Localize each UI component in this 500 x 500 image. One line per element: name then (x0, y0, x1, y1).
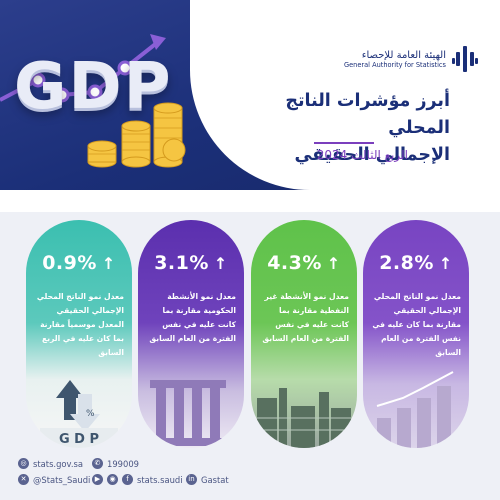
trend-point (87, 84, 103, 100)
footer-twitter[interactable]: ✕ @Stats_Saudi (18, 474, 90, 485)
up-arrow-icon: ↑ (326, 254, 341, 273)
desc-prefix: معدل (213, 292, 236, 301)
x-twitter-icon: ✕ (18, 474, 29, 485)
footer-phone[interactable]: ✆ 199009 (92, 458, 139, 469)
desc-suffix: مقارنة بما كان عليه في الربع السابق (40, 320, 124, 357)
desc-prefix: معدل (101, 292, 124, 301)
indicator-value: 2.8% ↑ (363, 252, 469, 274)
up-down-arrows-graphic: % G D P (40, 380, 118, 448)
gastat-emblem-icon (452, 46, 478, 72)
desc-bold: نمو الأنشطة الحكومية (167, 292, 236, 315)
indicator-value: 3.1% ↑ (138, 252, 244, 274)
desc-suffix: مقارنة بما كانت عليه في نفس الفترة من ال… (262, 306, 349, 343)
up-arrow-icon: ↑ (101, 254, 116, 273)
government-columns-graphic (146, 380, 230, 446)
website-text: stats.gov.sa (33, 458, 83, 469)
indicator-card-government: 3.1% ↑ معدل نمو الأنشطة الحكومية مقارنة ب… (138, 220, 244, 448)
desc-bold: نمو الناتج المحلي الإجمالي الحقيقي (373, 292, 461, 315)
title-line-2: الإجمالي الحقيقي (294, 145, 450, 165)
desc-suffix: مقارنة بما كانت عليه في نفس الفترة من ال… (149, 306, 236, 343)
youtube-icon: ▶ (92, 474, 103, 485)
indicator-description: معدل نمو الناتج المحلي الإجمالي الحقيقي … (371, 290, 461, 360)
industry-graphic (257, 388, 351, 448)
header-white-panel (190, 0, 500, 190)
instagram-icon: ◉ (107, 474, 118, 485)
coin-stacks-graphic (87, 102, 186, 168)
phone-text: 199009 (107, 458, 139, 469)
desc-prefix: معدل (326, 292, 349, 301)
indicator-description: معدل نمو الأنشطة الحكومية مقارنة بما كان… (146, 290, 236, 346)
linkedin-text: Gastat (201, 474, 229, 485)
trend-point (117, 60, 133, 76)
page-title: أبرز مؤشرات الناتج المحلي الإجمالي الحقي… (230, 88, 450, 169)
indicator-card-real-gdp: 2.8% ↑ معدل نمو الناتج المحلي الإجمالي ال… (363, 220, 469, 448)
gdp-word-art: GDP (14, 50, 173, 124)
desc-bold: نمو الأنشطة غير النفطية (264, 292, 349, 315)
svg-text:%: % (86, 409, 95, 419)
indicator-number: 3.1% (154, 252, 209, 274)
indicator-number: 0.9% (42, 252, 97, 274)
footer-social[interactable]: ▶ ◉ f stats.saudi (92, 474, 183, 485)
up-arrow-icon: ↑ (213, 254, 228, 273)
header: GDP الهيئة ال (0, 0, 500, 212)
trend-point (30, 72, 46, 88)
coins-growth-graphic (376, 371, 454, 448)
footer-linkedin[interactable]: in Gastat (186, 474, 229, 485)
phone-icon: ✆ (92, 458, 103, 469)
desc-bold: نمو الناتج المحلي الإجمالي الحقيقي المعد… (36, 292, 124, 329)
gdp-blocks-text: G D P (59, 432, 99, 447)
twitter-text: @Stats_Saudi (33, 474, 91, 485)
gastat-logo: الهيئة العامة للإحصاء General Authority … (344, 44, 478, 74)
desc-suffix: مقارنة بما كان عليه في نفس الفترة من الع… (372, 320, 461, 357)
linkedin-icon: in (186, 474, 197, 485)
indicator-number: 2.8% (379, 252, 434, 274)
indicator-value: 0.9% ↑ (26, 252, 132, 274)
footer-website[interactable]: ◎ stats.gov.sa (18, 458, 83, 469)
indicator-card-non-oil: 4.3% ↑ معدل نمو الأنشطة غير النفطية مقارن… (251, 220, 357, 448)
logo-arabic-text: الهيئة العامة للإحصاء (361, 49, 446, 61)
up-arrow-icon: ↑ (438, 254, 453, 273)
footer: ◎ stats.gov.sa ✆ 199009 ✕ @Stats_Saudi ▶… (0, 458, 500, 500)
title-divider (314, 142, 374, 144)
trend-arrow-head (150, 34, 166, 50)
title-line-1: أبرز مؤشرات الناتج المحلي (285, 91, 450, 138)
indicator-number: 4.3% (267, 252, 322, 274)
social-text: stats.saudi (137, 474, 183, 485)
desc-prefix: معدل (438, 292, 461, 301)
indicator-card-seasonal-gdp: 0.9% ↑ معدل نمو الناتج المحلي الإجمالي ال… (26, 220, 132, 448)
trend-point (54, 87, 70, 103)
facebook-icon: f (122, 474, 133, 485)
indicator-description: معدل نمو الأنشطة غير النفطية مقارنة بما … (259, 290, 349, 346)
logo-english-text: General Authority for Statistics (343, 60, 446, 69)
indicator-value: 4.3% ↑ (251, 252, 357, 274)
quarter-label: الربع الثالث 2024 (316, 148, 408, 162)
indicator-description: معدل نمو الناتج المحلي الإجمالي الحقيقي … (34, 290, 124, 360)
trend-line-graphic (0, 34, 166, 103)
globe-icon: ◎ (18, 458, 29, 469)
